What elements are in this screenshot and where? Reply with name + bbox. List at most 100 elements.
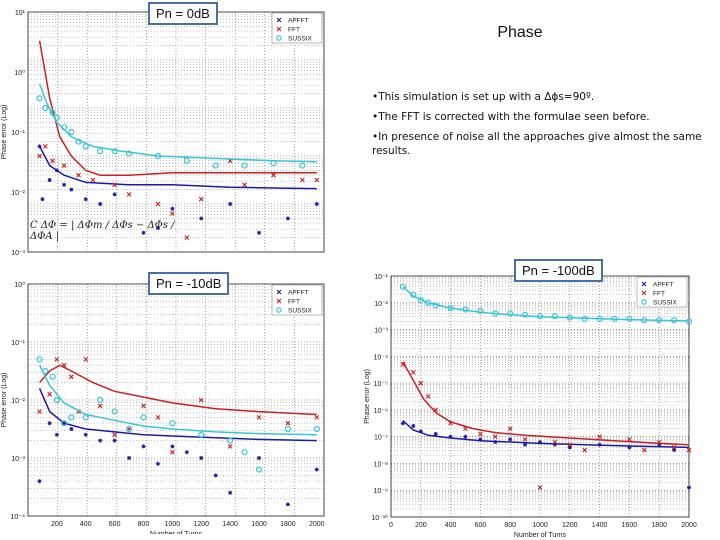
data-point (433, 407, 439, 413)
formula: C ΔΦ = | ΔΦm / ΔΦs − ΔΦs / ΔΦA | (30, 220, 175, 242)
legend-label: FFT (288, 299, 300, 306)
data-point (50, 158, 55, 164)
data-point (228, 490, 233, 495)
y-tick-label: 10⁻⁸ (374, 461, 388, 468)
bullet-item: The FFT is corrected with the formulae s… (372, 110, 702, 124)
x-tick-label: 2000 (681, 522, 697, 529)
data-point (418, 380, 424, 386)
data-point (68, 414, 75, 421)
panel-tag-minus100db: Pn = -100dB (514, 259, 603, 282)
x-tick-label: 200 (415, 522, 427, 529)
data-point (492, 434, 498, 440)
data-point (507, 426, 513, 432)
data-point (641, 447, 647, 453)
legend-label: FFT (288, 27, 300, 34)
data-point (299, 177, 305, 183)
y-tick-label: 10⁻² (374, 301, 388, 308)
data-point (90, 177, 96, 183)
data-point (37, 144, 42, 149)
data-point (463, 426, 468, 432)
data-point (657, 442, 662, 447)
data-point (656, 439, 662, 445)
series-line-apfft (38, 388, 317, 442)
data-point (170, 444, 175, 449)
x-tick-label: 1800 (651, 522, 667, 529)
series-line-apfft (402, 420, 690, 449)
y-tick-label: 10⁻³ (374, 328, 388, 335)
legend-marker (641, 290, 647, 296)
data-point (522, 436, 528, 442)
x-tick-label: 800 (138, 521, 150, 528)
data-point (242, 182, 247, 188)
series-line-sussix (402, 286, 690, 322)
data-point (478, 437, 483, 442)
legend-marker (276, 35, 282, 41)
data-point (641, 317, 648, 324)
data-point (47, 421, 52, 426)
plot-panel-minus10db: 10⁰ 10⁻¹ 10⁻² 10⁻³ 10⁻⁴ 200 400 600 800 1000 1200 1… (0, 272, 335, 534)
data-point (62, 421, 67, 426)
data-point (493, 440, 498, 445)
data-point (299, 162, 306, 169)
data-point (198, 196, 204, 202)
y-tick-label: 10⁰ (14, 69, 25, 77)
data-point (433, 431, 438, 436)
data-point (417, 296, 424, 304)
data-point (685, 318, 693, 325)
data-point (410, 291, 417, 298)
grid (27, 284, 325, 517)
x-tick-label: 1400 (592, 522, 608, 529)
data-point (42, 367, 49, 375)
data-point (567, 442, 573, 448)
legend-marker (276, 17, 282, 23)
data-point (60, 124, 68, 131)
legend-marker (641, 299, 647, 305)
data-point (112, 182, 118, 188)
data-point (314, 202, 319, 206)
data-point (68, 128, 75, 136)
panel-tag-0db: Pn = 0dB (148, 2, 218, 25)
data-point (140, 414, 147, 421)
data-point (447, 305, 454, 312)
data-point (97, 148, 104, 155)
x-tick-label: 800 (504, 522, 516, 529)
data-point (400, 361, 406, 367)
legend-label: SUSSIX (288, 36, 313, 43)
y-tick-label: 10⁻⁹ (374, 488, 388, 495)
data-point (257, 456, 262, 460)
data-point (463, 434, 468, 439)
data-point (170, 211, 175, 216)
legend-label: SUSSIX (653, 300, 678, 307)
y-tick-label: 10¹ (15, 10, 26, 17)
y-tick-label: 10⁻³ (11, 456, 25, 463)
data-point (69, 427, 74, 431)
series-line-fft (402, 361, 690, 446)
y-tick-label: 10⁻⁶ (374, 408, 388, 415)
data-point (228, 202, 233, 206)
data-point (686, 447, 692, 453)
data-point (627, 436, 632, 442)
data-point (40, 197, 45, 202)
legend: APFFT FFT SUSSIX (636, 276, 688, 308)
x-tick-label: 400 (445, 522, 457, 529)
data-point (60, 420, 68, 427)
legend-marker (276, 307, 282, 313)
x-axis-label: Number of Turns (514, 532, 567, 537)
data-point (68, 374, 74, 380)
data-point (36, 356, 43, 363)
x-tick-label: 0 (389, 522, 393, 529)
data-point (314, 177, 320, 183)
data-point (83, 357, 89, 362)
legend-label: APFFT (288, 18, 309, 25)
data-point (410, 370, 416, 375)
data-point (418, 429, 423, 434)
data-point (508, 437, 513, 442)
data-point (141, 444, 146, 449)
data-point (42, 104, 49, 112)
legend-marker (276, 26, 282, 32)
data-point (111, 148, 118, 155)
x-tick-label: 1200 (562, 522, 578, 529)
data-point (155, 201, 161, 207)
legend: APFFT FFT SUSSIX (271, 12, 323, 44)
x-tick-label: 2000 (309, 521, 325, 528)
